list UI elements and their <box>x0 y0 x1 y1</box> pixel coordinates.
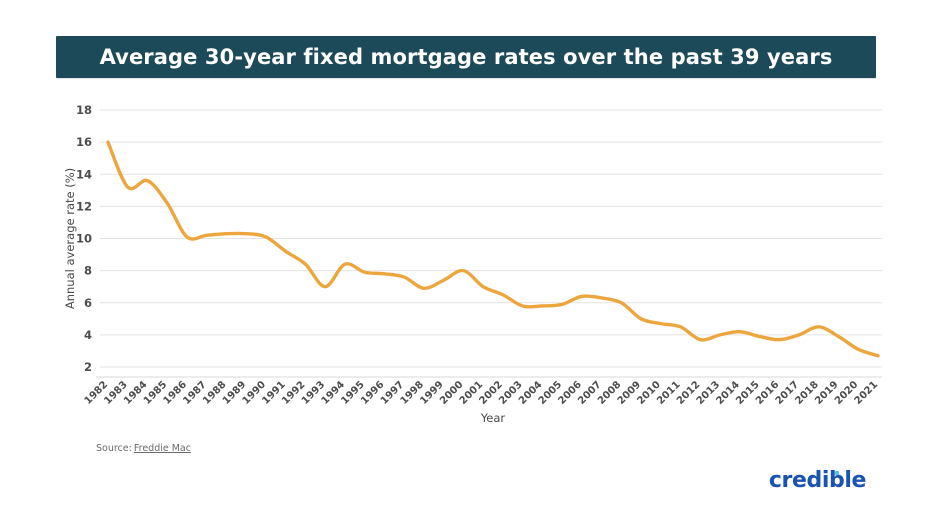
y-tick-label: 6 <box>84 296 92 310</box>
y-tick-label: 12 <box>76 199 92 213</box>
page-title: Average 30-year fixed mortgage rates ove… <box>99 45 833 69</box>
credible-logo: credible <box>768 468 867 493</box>
y-tick-label: 4 <box>84 328 92 342</box>
y-tick-label: 8 <box>84 264 92 278</box>
y-axis-title: Annual average rate (%) <box>63 168 77 309</box>
source-note: Source: Freddie Mac <box>96 443 191 454</box>
logo-dot-accent <box>835 471 839 475</box>
y-tick-label: 2 <box>84 360 92 374</box>
y-tick-label: 10 <box>76 232 92 246</box>
x-tick-label: 2021 <box>853 379 880 406</box>
source-link[interactable]: Freddie Mac <box>133 443 191 454</box>
x-axis-ticks: 1982198319841985198619871988198919901991… <box>83 379 880 406</box>
data-line-mortgage-rate <box>106 140 880 358</box>
chart-title-banner: Average 30-year fixed mortgage rates ove… <box>56 36 876 78</box>
x-axis-title: Year <box>480 411 506 425</box>
brand-name: credible <box>768 468 867 493</box>
gridlines <box>100 109 882 368</box>
source-label: Source: <box>96 443 132 454</box>
y-tick-label: 14 <box>76 167 92 181</box>
y-axis-ticks: 2 4 6 8 10 12 14 16 18 <box>76 103 92 374</box>
y-tick-label: 18 <box>76 103 92 117</box>
y-tick-label: 16 <box>76 135 92 149</box>
